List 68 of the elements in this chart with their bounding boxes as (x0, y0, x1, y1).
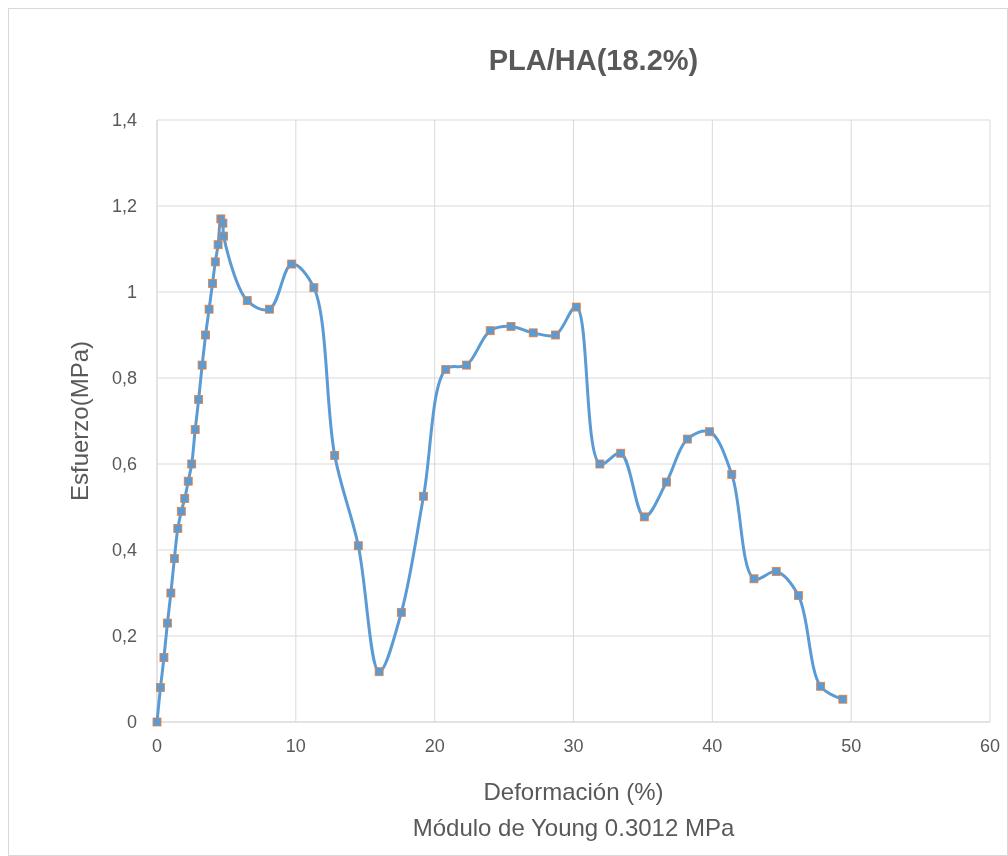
x-tick-label: 60 (979, 736, 1001, 756)
point (265, 304, 274, 314)
point (485, 326, 495, 336)
point (183, 476, 193, 486)
point (794, 591, 803, 600)
y-tick-label: 1 (126, 282, 137, 302)
point (208, 279, 217, 288)
y-tick-label: 1,4 (111, 110, 137, 130)
point (156, 683, 165, 692)
point (173, 524, 183, 533)
point (838, 694, 848, 704)
point (201, 330, 210, 340)
point (749, 574, 759, 584)
point (166, 588, 176, 598)
point (287, 259, 297, 269)
x-tick-label: 50 (841, 736, 862, 756)
x-axis-title: Deformación (%) (483, 778, 664, 805)
point (197, 360, 207, 370)
point (210, 257, 220, 267)
point (187, 459, 197, 469)
point (462, 360, 471, 370)
point (727, 469, 737, 479)
y-tick-label: 0 (126, 712, 137, 732)
point (218, 218, 228, 228)
point (595, 459, 605, 469)
point (330, 451, 340, 460)
point (159, 653, 169, 662)
point (169, 554, 179, 563)
point (551, 330, 560, 340)
point (163, 618, 172, 628)
x-tick-label: 30 (563, 736, 584, 756)
point (662, 477, 671, 487)
point (190, 425, 200, 434)
x-tick-label: 0 (151, 736, 163, 756)
point (180, 494, 190, 503)
point (213, 240, 223, 250)
point (374, 667, 384, 677)
point (639, 512, 649, 522)
x-tick-label: 40 (702, 736, 723, 756)
point (176, 506, 186, 516)
point (152, 717, 162, 727)
y-tick-label: 1,2 (111, 196, 137, 216)
point (705, 427, 714, 437)
point (309, 283, 319, 293)
x-tick-label: 10 (285, 736, 306, 756)
y-tick-label: 0,8 (111, 368, 137, 388)
point (506, 322, 516, 331)
x-tick-label: 20 (424, 736, 445, 756)
point (441, 365, 451, 374)
point (219, 231, 229, 241)
point (528, 328, 538, 338)
point (816, 681, 826, 691)
y-axis-title: Esfuerzo(MPa) (66, 340, 93, 502)
point (419, 491, 428, 501)
point (571, 302, 581, 312)
y-tick-label: 0,2 (111, 626, 137, 646)
y-tick-label: 0,6 (111, 454, 137, 474)
point (396, 607, 406, 617)
point (242, 296, 252, 305)
chart-title: PLA/HA(18.2%) (488, 44, 699, 76)
point (616, 448, 626, 458)
text: Módulo de Young 0.3012 MPa (412, 814, 735, 841)
point (194, 395, 204, 404)
y-tick-label: 0,4 (111, 540, 137, 560)
point (771, 567, 781, 576)
point (682, 434, 692, 444)
point (204, 304, 214, 314)
point (353, 541, 363, 551)
